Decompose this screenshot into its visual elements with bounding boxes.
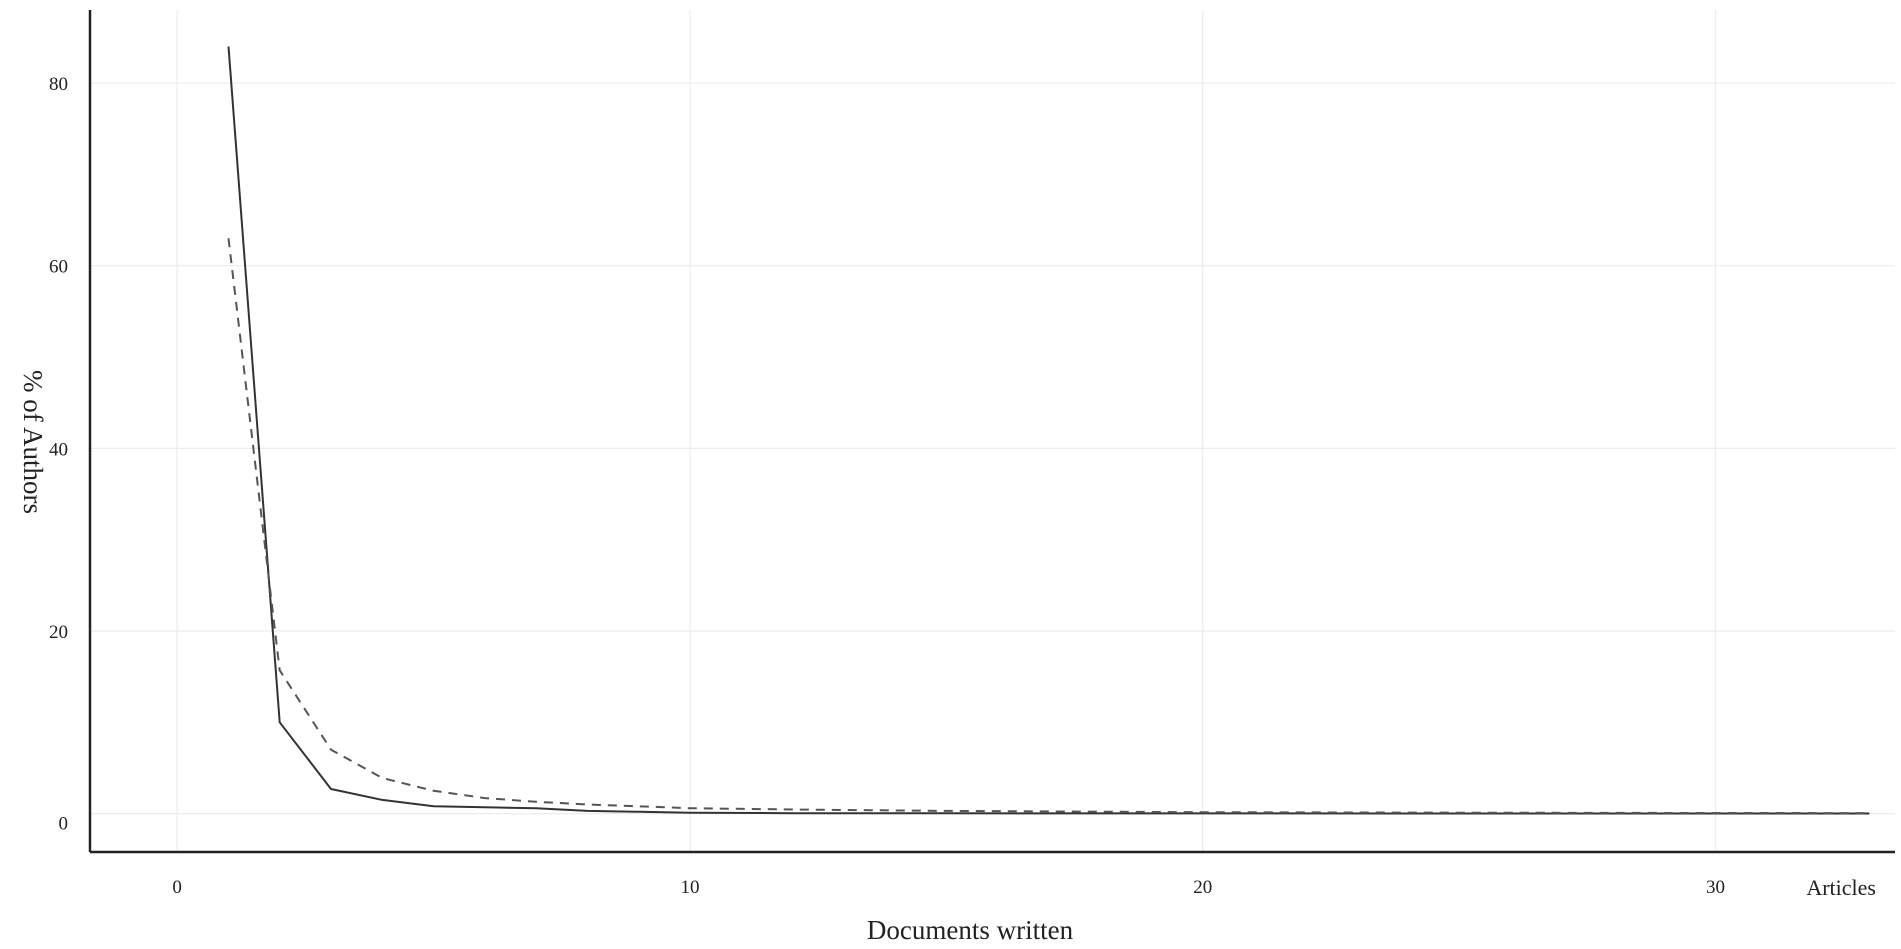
y-tick-label: 60 (49, 257, 68, 278)
series-lines (227, 46, 1870, 815)
y-tick-label: 0 (59, 814, 69, 835)
y-tick-label: 80 (49, 74, 68, 95)
dashed-series-line (227, 238, 1870, 815)
axes (88, 10, 1895, 854)
y-tick-label: 20 (49, 622, 68, 643)
x-tick-label: 10 (680, 877, 699, 898)
tick-labels: 0 10 20 30 0 20 40 60 80 (49, 74, 1725, 898)
gridlines (90, 10, 1895, 852)
x-axis-title: Documents written (867, 915, 1074, 945)
x-tick-label: 0 (172, 877, 182, 898)
articles-annotation: Articles (1806, 875, 1876, 900)
y-tick-label: 40 (49, 439, 68, 460)
solid-series-line (227, 46, 1870, 815)
y-axis-title: % of Authors (18, 370, 48, 514)
x-tick-label: 20 (1193, 877, 1212, 898)
x-tick-label: 30 (1706, 877, 1725, 898)
